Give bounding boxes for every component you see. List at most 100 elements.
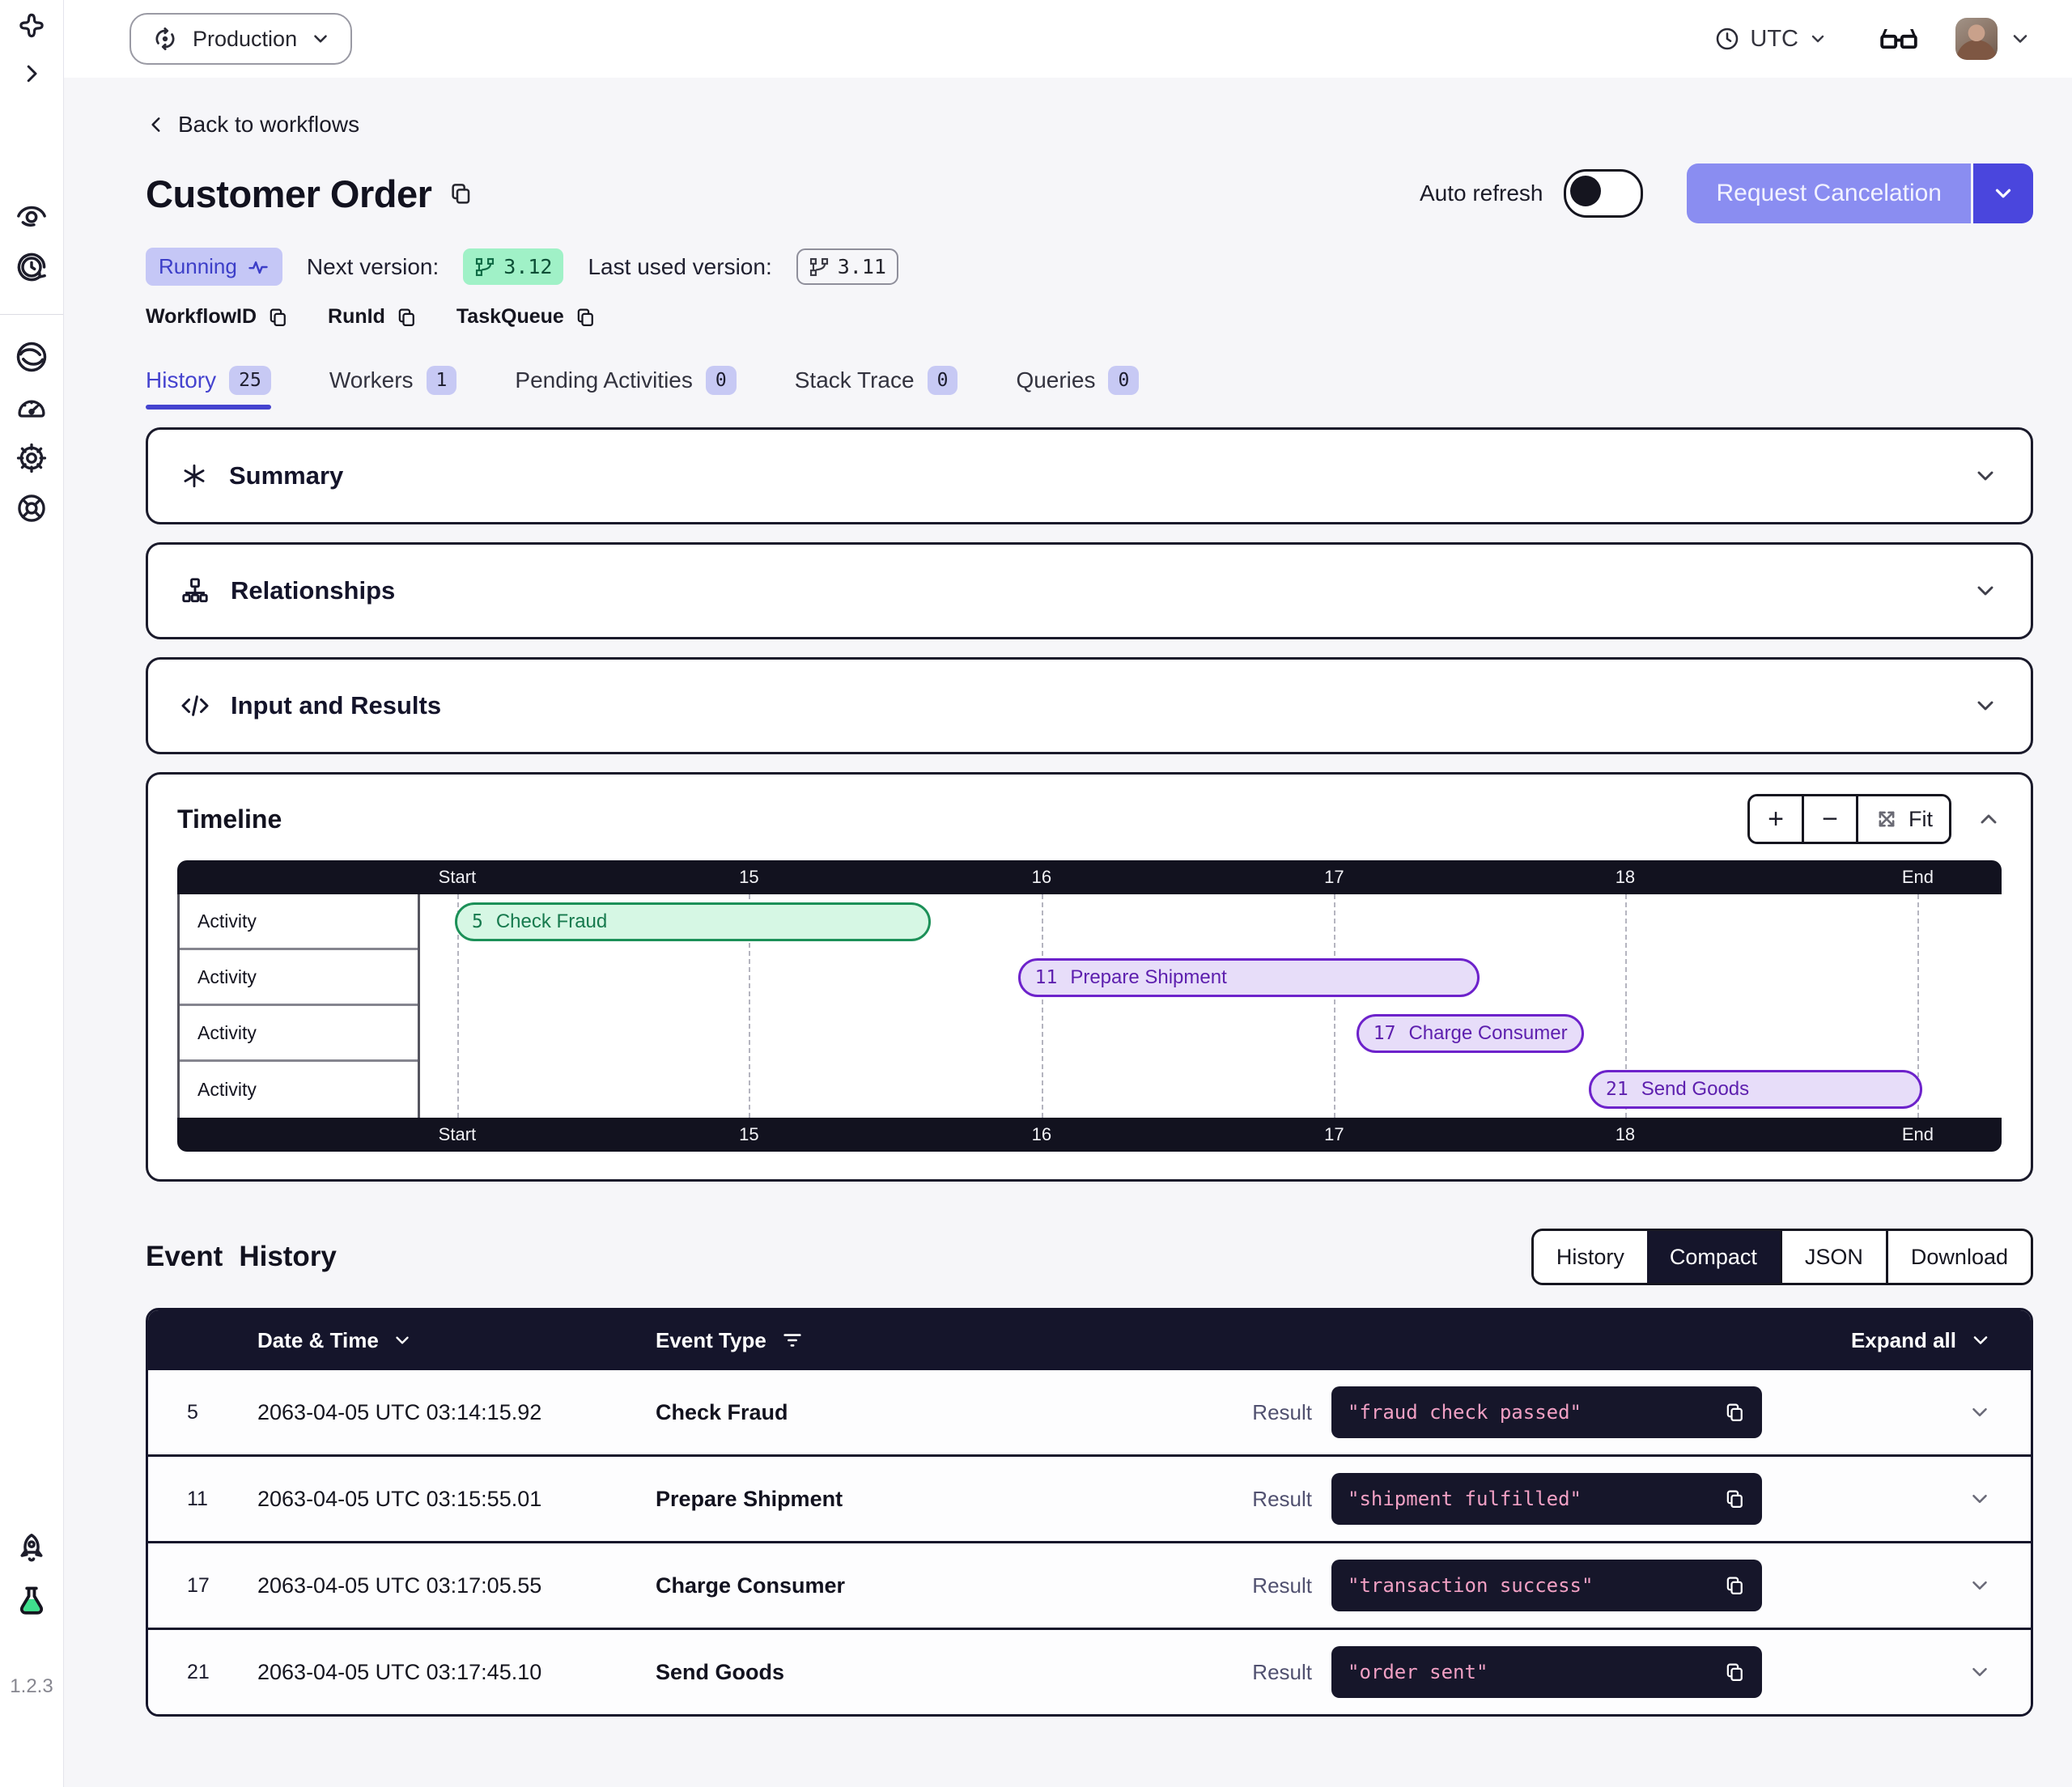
schedules-icon[interactable] [14, 249, 49, 285]
workflow-detail-page: Back to workflows Customer Order Auto re… [146, 78, 2033, 1717]
request-cancelation-label[interactable]: Request Cancelation [1687, 163, 1971, 223]
nexus-icon[interactable] [15, 11, 49, 45]
expand-row-chevron-down-icon[interactable] [1968, 1573, 1992, 1598]
timeline-bar-charge-consumer[interactable]: 17 Charge Consumer [1356, 1014, 1585, 1053]
copy-result-icon[interactable] [1723, 1401, 1746, 1424]
summary-title: Summary [229, 461, 344, 490]
fit-button[interactable]: Fit [1856, 796, 1949, 842]
expand-all-button[interactable]: Expand all [1851, 1328, 1992, 1353]
result-label: Result [1252, 1659, 1312, 1684]
timeline-plot: 5 Check Fraud 11 Prepare Shipment 17 Cha… [420, 894, 2002, 1118]
date-time-column-header[interactable]: Date & Time [257, 1327, 379, 1352]
summary-asterisk-icon [180, 462, 208, 490]
input-and-results-section[interactable]: Input and Results [146, 657, 2033, 754]
download-button[interactable]: Download [1885, 1231, 2031, 1283]
timeline-bar-prepare-shipment[interactable]: 11 Prepare Shipment [1017, 958, 1480, 997]
relationships-sitemap-icon [180, 576, 210, 605]
event-history-table-header: Date & Time Event Type Expand all [148, 1310, 2031, 1370]
clock-icon [1717, 28, 1739, 50]
zoom-out-button[interactable]: − [1802, 796, 1856, 842]
gridline [1624, 894, 1627, 1118]
workflow-tabs: History 25 Workers 1 Pending Activities … [146, 366, 2033, 410]
expand-row-chevron-down-icon[interactable] [1968, 1660, 1992, 1684]
view-json-button[interactable]: JSON [1779, 1231, 1886, 1283]
axis-tick: End [1901, 1124, 1934, 1144]
user-menu-chevron-down-icon[interactable] [2009, 28, 2032, 50]
auto-refresh-label: Auto refresh [1419, 180, 1543, 206]
user-avatar[interactable] [1955, 18, 1998, 60]
event-type: Check Fraud [656, 1399, 788, 1424]
expand-row-chevron-down-icon[interactable] [1968, 1487, 1992, 1511]
timeline-title: Timeline [177, 804, 282, 834]
expand-row-chevron-down-icon[interactable] [1968, 1400, 1992, 1424]
copy-result-icon[interactable] [1723, 1488, 1746, 1510]
chevron-down-icon[interactable] [1972, 693, 1998, 719]
timeline-bar-check-fraud[interactable]: 5 Check Fraud [454, 902, 932, 941]
summary-section[interactable]: Summary [146, 427, 2033, 524]
environment-selector[interactable]: Production [130, 13, 353, 65]
copy-icon [577, 308, 593, 326]
event-type-column-header: Event Type [656, 1327, 766, 1352]
usage-gauge-icon[interactable] [15, 391, 49, 425]
event-row-send-goods[interactable]: 21 2063-04-05 UTC 03:17:45.10 Send Goods… [148, 1628, 2031, 1714]
tab-pending-activities[interactable]: Pending Activities 0 [515, 366, 737, 410]
pulse-icon [248, 261, 268, 274]
sort-chevron-down-icon[interactable] [392, 1330, 413, 1351]
copy-result-icon[interactable] [1723, 1574, 1746, 1597]
expand-sidebar-chevron-right-icon[interactable] [19, 62, 44, 86]
workflows-icon[interactable] [14, 197, 49, 233]
relationships-section[interactable]: Relationships [146, 542, 2033, 639]
event-id: 17 [187, 1573, 210, 1597]
namespaces-icon[interactable] [14, 339, 49, 375]
result-value: "shipment fulfilled" [1348, 1488, 1582, 1510]
tab-label: Workers [329, 367, 414, 393]
view-history-button[interactable]: History [1533, 1231, 1647, 1283]
chevron-down-icon [1973, 1336, 1988, 1344]
auto-refresh-toggle[interactable] [1564, 169, 1644, 218]
gridline [456, 894, 459, 1118]
run-id-copy-button[interactable]: RunId [328, 305, 418, 329]
support-lifebuoy-icon[interactable] [15, 491, 49, 525]
event-row-charge-consumer[interactable]: 17 2063-04-05 UTC 03:17:05.55 Charge Con… [148, 1541, 2031, 1628]
settings-gear-icon[interactable] [15, 441, 49, 475]
gridline [1917, 894, 1920, 1118]
activity-name: Send Goods [1641, 1078, 1750, 1100]
chevron-down-icon[interactable] [1972, 463, 1998, 489]
event-type: Charge Consumer [656, 1573, 846, 1598]
relationships-title: Relationships [231, 576, 396, 605]
tab-queries[interactable]: Queries 0 [1016, 366, 1140, 410]
collapse-timeline-chevron-up-icon[interactable] [1976, 806, 2002, 832]
event-row-prepare-shipment[interactable]: 11 2063-04-05 UTC 03:15:55.01 Prepare Sh… [148, 1454, 2031, 1541]
timeline-card: Timeline + − Fit [146, 772, 2033, 1182]
cancelation-options-chevron-down-icon[interactable] [1971, 163, 2033, 223]
request-cancelation-button[interactable]: Request Cancelation [1687, 163, 2033, 223]
axis-tick: Start [438, 867, 477, 887]
timezone-selector[interactable]: UTC [1714, 26, 1828, 53]
next-version-value: 3.12 [503, 255, 553, 278]
labs-flask-icon[interactable] [13, 1583, 50, 1620]
status-label: Running [159, 254, 237, 278]
timeline-bar-send-goods[interactable]: 21 Send Goods [1589, 1070, 1923, 1109]
result-value: "fraud check passed" [1348, 1401, 1582, 1424]
labs-glasses-icon[interactable] [1879, 27, 1918, 51]
workflow-id-copy-button[interactable]: WorkflowID [146, 305, 289, 329]
copy-workflow-name-icon[interactable] [448, 180, 473, 206]
status-badge: Running [146, 248, 282, 286]
gridline [1041, 894, 1043, 1118]
tab-workers[interactable]: Workers 1 [329, 366, 457, 410]
zoom-in-button[interactable]: + [1750, 796, 1802, 842]
tab-stack-trace[interactable]: Stack Trace 0 [795, 366, 958, 410]
last-used-version-label: Last used version: [588, 253, 772, 279]
task-queue-copy-button[interactable]: TaskQueue [456, 305, 597, 329]
event-history-table: Date & Time Event Type Expand all 5 2063… [146, 1308, 2033, 1717]
filter-icon[interactable] [781, 1329, 804, 1352]
result-value: "transaction success" [1348, 1574, 1594, 1597]
chevron-down-icon[interactable] [1972, 578, 1998, 604]
back-to-workflows-link[interactable]: Back to workflows [146, 112, 2033, 138]
copy-result-icon[interactable] [1723, 1661, 1746, 1683]
event-id: 5 [187, 1400, 198, 1424]
view-compact-button[interactable]: Compact [1646, 1231, 1780, 1283]
whats-new-rocket-icon[interactable] [14, 1531, 49, 1567]
tab-history[interactable]: History 25 [146, 366, 271, 410]
event-row-check-fraud[interactable]: 5 2063-04-05 UTC 03:14:15.92 Check Fraud… [148, 1370, 2031, 1454]
